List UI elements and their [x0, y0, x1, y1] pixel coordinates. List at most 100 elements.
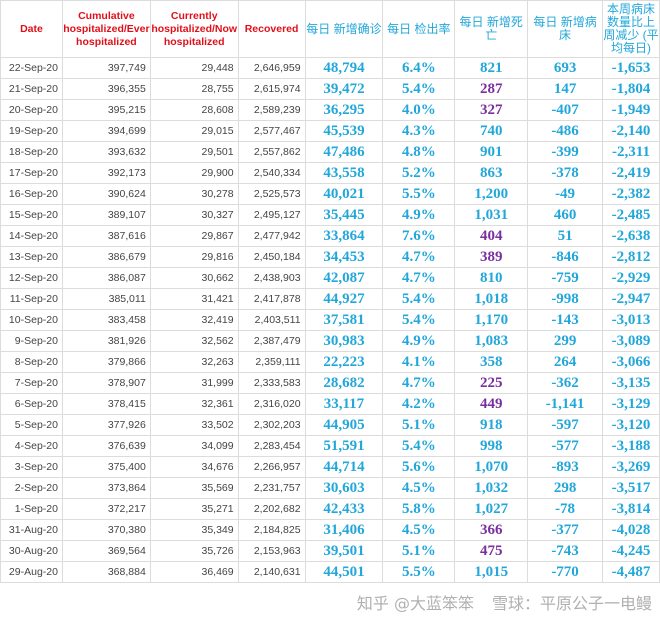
current-cell: 28,608: [149, 99, 239, 121]
positivity-rate-cell: 6.4%: [382, 57, 456, 79]
weekly-reduction-cell: -3,517: [602, 477, 660, 499]
header-currently-hospitalized: Currently hospitalized/Now hospitalized: [149, 0, 239, 58]
recovered-cell: 2,202,682: [237, 498, 306, 520]
table-row: 11-Sep-20 385,011 31,421 2,417,878 44,927 5.4…: [0, 288, 660, 310]
new-cases-cell: 42,433: [304, 498, 384, 520]
weekly-reduction-cell: -4,487: [602, 561, 660, 583]
new-beds-cell: -577: [527, 435, 603, 457]
header-daily-new-cases: 每日 新增确诊: [304, 0, 384, 58]
recovered-cell: 2,477,942: [237, 225, 306, 247]
weekly-reduction-cell: -2,812: [602, 246, 660, 268]
positivity-rate-cell: 5.5%: [382, 561, 456, 583]
cumulative-cell: 397,749: [61, 57, 151, 79]
recovered-cell: 2,403,511: [237, 309, 306, 331]
current-cell: 29,015: [149, 120, 239, 142]
current-cell: 29,816: [149, 246, 239, 268]
new-beds-cell: -1,141: [527, 393, 603, 415]
new-deaths-cell: 389: [454, 246, 529, 268]
new-beds-cell: -893: [527, 456, 603, 478]
weekly-reduction-cell: -2,947: [602, 288, 660, 310]
new-cases-cell: 43,558: [304, 162, 384, 184]
current-cell: 32,562: [149, 330, 239, 352]
new-cases-cell: 48,794: [304, 57, 384, 79]
new-deaths-cell: 404: [454, 225, 529, 247]
new-cases-cell: 37,581: [304, 309, 384, 331]
new-cases-cell: 45,539: [304, 120, 384, 142]
new-deaths-cell: 366: [454, 519, 529, 541]
new-cases-cell: 44,501: [304, 561, 384, 583]
new-beds-cell: 51: [527, 225, 603, 247]
new-deaths-cell: 1,032: [454, 477, 529, 499]
positivity-rate-cell: 4.7%: [382, 267, 456, 289]
header-row: Date Cumulative hospitalized/Ever hospita…: [0, 0, 660, 58]
new-deaths-cell: 1,031: [454, 204, 529, 226]
header-daily-positivity-rate: 每日 检出率: [382, 0, 456, 58]
new-beds-cell: -378: [527, 162, 603, 184]
date-cell: 12-Sep-20: [0, 267, 63, 289]
new-cases-cell: 44,714: [304, 456, 384, 478]
new-deaths-cell: 863: [454, 162, 529, 184]
table-row: 21-Sep-20 396,355 28,755 2,615,974 39,472 5.4…: [0, 78, 660, 100]
current-cell: 31,421: [149, 288, 239, 310]
new-cases-cell: 36,295: [304, 99, 384, 121]
new-beds-cell: -49: [527, 183, 603, 205]
new-beds-cell: 693: [527, 57, 603, 79]
table-row: 13-Sep-20 386,679 29,816 2,450,184 34,453 4.7…: [0, 246, 660, 268]
new-cases-cell: 33,864: [304, 225, 384, 247]
new-beds-cell: -377: [527, 519, 603, 541]
new-deaths-cell: 918: [454, 414, 529, 436]
recovered-cell: 2,283,454: [237, 435, 306, 457]
date-cell: 10-Sep-20: [0, 309, 63, 331]
weekly-reduction-cell: -2,419: [602, 162, 660, 184]
new-deaths-cell: 1,027: [454, 498, 529, 520]
positivity-rate-cell: 5.5%: [382, 183, 456, 205]
recovered-cell: 2,316,020: [237, 393, 306, 415]
new-beds-cell: -362: [527, 372, 603, 394]
positivity-rate-cell: 5.2%: [382, 162, 456, 184]
cumulative-cell: 372,217: [61, 498, 151, 520]
weekly-reduction-cell: -1,804: [602, 78, 660, 100]
cumulative-cell: 369,564: [61, 540, 151, 562]
date-cell: 1-Sep-20: [0, 498, 63, 520]
new-deaths-cell: 998: [454, 435, 529, 457]
header-recovered: Recovered: [237, 0, 306, 58]
weekly-reduction-cell: -3,269: [602, 456, 660, 478]
date-cell: 30-Aug-20: [0, 540, 63, 562]
date-cell: 11-Sep-20: [0, 288, 63, 310]
cumulative-cell: 375,400: [61, 456, 151, 478]
watermark-xueqiu: 雪球：平原公子一电鳗: [491, 593, 652, 613]
new-deaths-cell: 358: [454, 351, 529, 373]
recovered-cell: 2,184,825: [237, 519, 306, 541]
recovered-cell: 2,153,963: [237, 540, 306, 562]
weekly-reduction-cell: -2,140: [602, 120, 660, 142]
positivity-rate-cell: 4.7%: [382, 246, 456, 268]
new-deaths-cell: 1,070: [454, 456, 529, 478]
table-row: 12-Sep-20 386,087 30,662 2,438,903 42,087 4.7…: [0, 267, 660, 289]
weekly-reduction-cell: -3,066: [602, 351, 660, 373]
date-cell: 3-Sep-20: [0, 456, 63, 478]
new-beds-cell: -399: [527, 141, 603, 163]
table-row: 9-Sep-20 381,926 32,562 2,387,479 30,983 4.9%…: [0, 330, 660, 352]
date-cell: 4-Sep-20: [0, 435, 63, 457]
weekly-reduction-cell: -1,653: [602, 57, 660, 79]
recovered-cell: 2,540,334: [237, 162, 306, 184]
date-cell: 2-Sep-20: [0, 477, 63, 499]
weekly-reduction-cell: -3,089: [602, 330, 660, 352]
positivity-rate-cell: 4.3%: [382, 120, 456, 142]
recovered-cell: 2,450,184: [237, 246, 306, 268]
weekly-reduction-cell: -4,028: [602, 519, 660, 541]
current-cell: 30,327: [149, 204, 239, 226]
new-beds-cell: 264: [527, 351, 603, 373]
current-cell: 28,755: [149, 78, 239, 100]
weekly-reduction-cell: -3,129: [602, 393, 660, 415]
positivity-rate-cell: 5.8%: [382, 498, 456, 520]
positivity-rate-cell: 4.8%: [382, 141, 456, 163]
table-row: 4-Sep-20 376,639 34,099 2,283,454 51,591 5.4%…: [0, 435, 660, 457]
new-cases-cell: 39,501: [304, 540, 384, 562]
positivity-rate-cell: 5.4%: [382, 309, 456, 331]
date-cell: 20-Sep-20: [0, 99, 63, 121]
table-row: 7-Sep-20 378,907 31,999 2,333,583 28,682 4.7%…: [0, 372, 660, 394]
recovered-cell: 2,615,974: [237, 78, 306, 100]
table-row: 16-Sep-20 390,624 30,278 2,525,573 40,021 5.5…: [0, 183, 660, 205]
recovered-cell: 2,438,903: [237, 267, 306, 289]
